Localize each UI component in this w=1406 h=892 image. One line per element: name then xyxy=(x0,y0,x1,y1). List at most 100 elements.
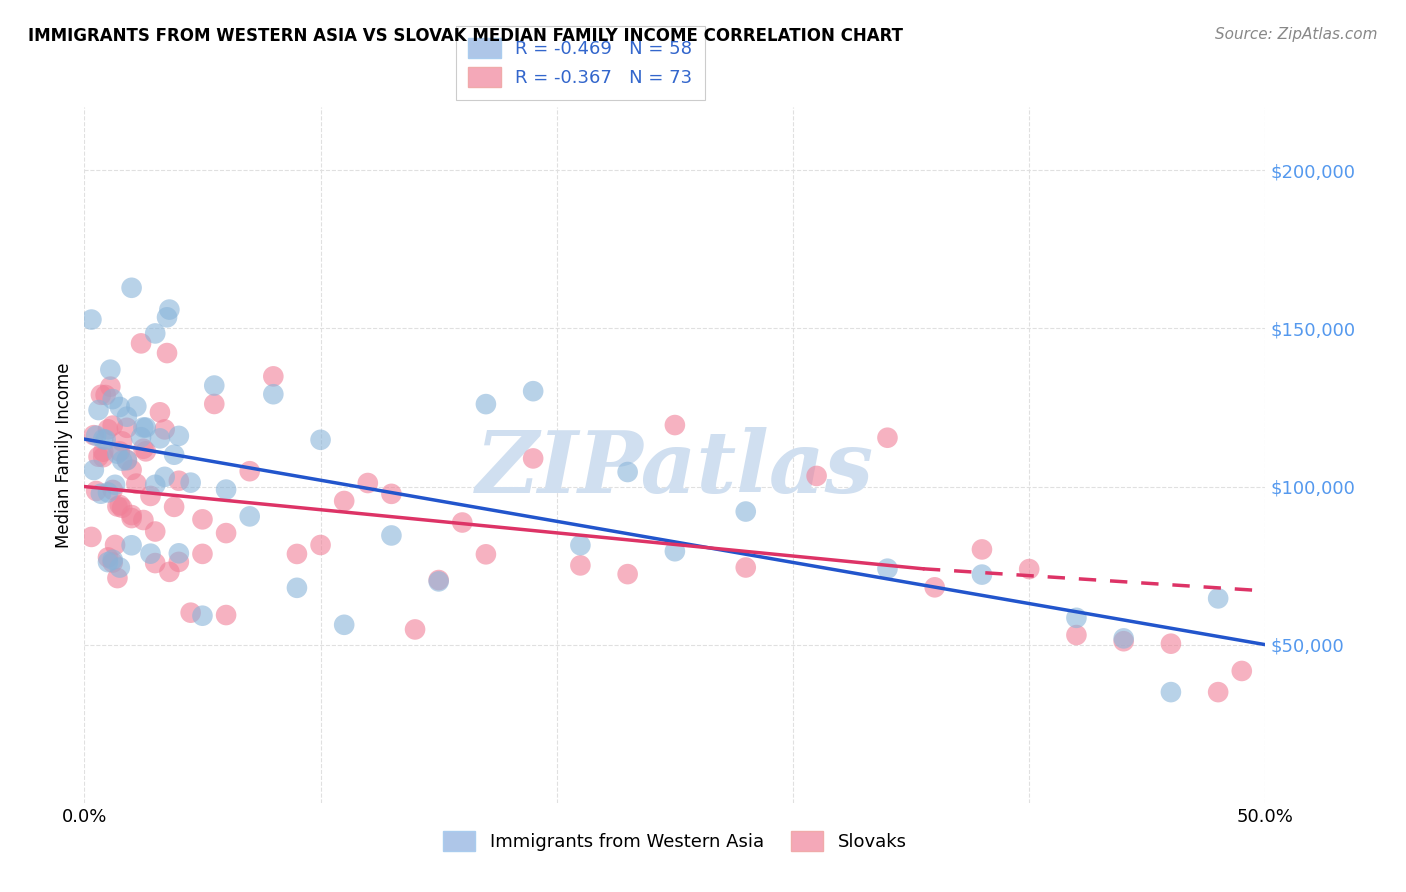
Point xyxy=(83,428,105,442)
Point xyxy=(107,447,129,461)
Point xyxy=(1160,637,1182,651)
Point xyxy=(616,567,638,582)
Point xyxy=(121,281,143,295)
Point xyxy=(121,511,143,525)
Point xyxy=(132,442,155,456)
Legend: Immigrants from Western Asia, Slovaks: Immigrants from Western Asia, Slovaks xyxy=(430,818,920,863)
Point xyxy=(451,516,474,530)
Point xyxy=(135,444,157,458)
Point xyxy=(191,547,214,561)
Point xyxy=(1230,664,1253,678)
Point xyxy=(149,431,172,445)
Point xyxy=(97,555,120,569)
Point xyxy=(191,512,214,526)
Point xyxy=(876,562,898,576)
Point xyxy=(121,508,143,522)
Point xyxy=(1112,634,1135,648)
Point xyxy=(180,606,202,620)
Point xyxy=(167,546,190,560)
Point xyxy=(80,530,103,544)
Point xyxy=(115,421,138,435)
Point xyxy=(111,434,134,449)
Point xyxy=(380,528,402,542)
Point xyxy=(202,378,225,392)
Point xyxy=(876,431,898,445)
Point xyxy=(475,397,498,411)
Point xyxy=(153,470,176,484)
Point xyxy=(1066,611,1088,625)
Point xyxy=(167,555,190,569)
Point xyxy=(157,565,180,579)
Point xyxy=(734,504,756,518)
Point xyxy=(163,500,186,514)
Text: ZIPatlas: ZIPatlas xyxy=(475,427,875,510)
Point xyxy=(132,513,155,527)
Point xyxy=(91,450,114,464)
Point xyxy=(115,409,138,424)
Point xyxy=(1066,628,1088,642)
Point xyxy=(156,310,179,325)
Point xyxy=(143,524,166,539)
Point xyxy=(664,418,686,433)
Point xyxy=(91,432,114,446)
Point xyxy=(1112,632,1135,646)
Point xyxy=(108,560,131,574)
Point xyxy=(94,433,117,447)
Point xyxy=(215,483,238,497)
Point xyxy=(101,392,124,406)
Point xyxy=(1206,591,1229,606)
Text: IMMIGRANTS FROM WESTERN ASIA VS SLOVAK MEDIAN FAMILY INCOME CORRELATION CHART: IMMIGRANTS FROM WESTERN ASIA VS SLOVAK M… xyxy=(28,27,903,45)
Point xyxy=(80,312,103,326)
Point xyxy=(108,400,131,414)
Point xyxy=(115,453,138,467)
Point xyxy=(156,346,179,360)
Point xyxy=(129,336,152,351)
Point xyxy=(157,302,180,317)
Point xyxy=(215,608,238,623)
Point xyxy=(107,571,129,585)
Point xyxy=(1206,685,1229,699)
Point xyxy=(239,509,262,524)
Point xyxy=(357,476,380,491)
Point xyxy=(87,450,110,464)
Text: Source: ZipAtlas.com: Source: ZipAtlas.com xyxy=(1215,27,1378,42)
Point xyxy=(87,403,110,417)
Point xyxy=(108,444,131,458)
Point xyxy=(569,538,592,552)
Point xyxy=(239,464,262,478)
Point xyxy=(309,538,332,552)
Point xyxy=(333,617,356,632)
Point xyxy=(125,400,148,414)
Point xyxy=(1018,562,1040,576)
Point xyxy=(84,483,107,498)
Point xyxy=(84,428,107,442)
Point xyxy=(333,494,356,508)
Point xyxy=(427,574,450,589)
Point xyxy=(163,448,186,462)
Point xyxy=(91,444,114,458)
Point xyxy=(97,550,120,565)
Point xyxy=(101,553,124,567)
Point xyxy=(139,547,162,561)
Point xyxy=(101,556,124,570)
Point xyxy=(806,469,828,483)
Point xyxy=(522,384,544,399)
Point xyxy=(132,420,155,434)
Point xyxy=(115,453,138,467)
Point xyxy=(285,581,308,595)
Point xyxy=(153,422,176,436)
Point xyxy=(97,422,120,436)
Point xyxy=(924,580,946,594)
Point xyxy=(104,478,127,492)
Point xyxy=(970,567,993,582)
Point xyxy=(569,558,592,573)
Point xyxy=(83,463,105,477)
Point xyxy=(143,326,166,341)
Point xyxy=(101,418,124,433)
Point xyxy=(143,477,166,491)
Point xyxy=(734,560,756,574)
Point xyxy=(475,547,498,561)
Point xyxy=(262,387,284,401)
Point xyxy=(139,489,162,503)
Point xyxy=(90,388,112,402)
